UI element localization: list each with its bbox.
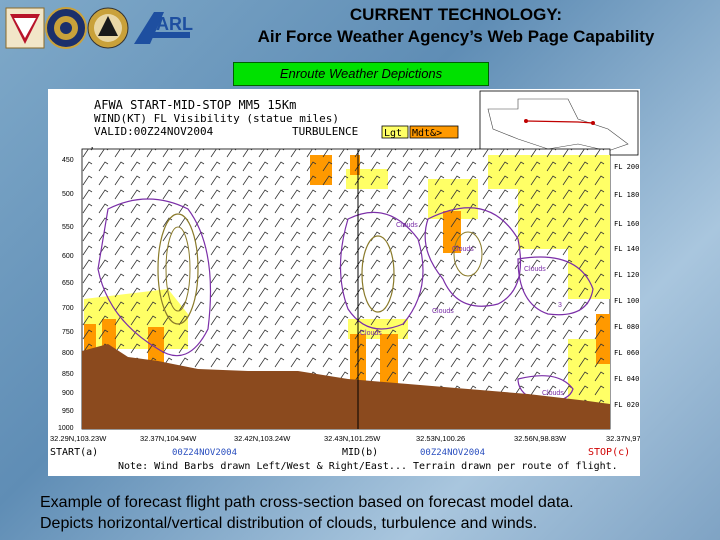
pressure-label: 900 [62, 390, 74, 397]
flight-level-axis: FL 200 FL 180 FL 160 FL 140 FL 120 FL 10… [614, 163, 639, 409]
pressure-label: 550 [62, 224, 74, 231]
cloud-label: Clouds [542, 390, 564, 397]
cloud-label: Clouds [396, 222, 418, 229]
pressure-label: 700 [62, 305, 74, 312]
turb-light-label: Lgt [384, 128, 402, 139]
cloud-contour [97, 198, 212, 357]
air-force-seal-icon [87, 7, 129, 49]
pressure-label: 800 [62, 350, 74, 357]
cloud-contour [424, 207, 522, 307]
plot-area [81, 148, 611, 430]
flight-level-label: FL 140 [614, 245, 639, 253]
chart-header-3: VALID:00Z24NOV2004 [94, 125, 214, 138]
title-line-1: CURRENT TECHNOLOGY: [349, 5, 563, 24]
position-label: 32.29N,103.23W [50, 434, 107, 443]
cross-section-chart: AFWA START-MID-STOP MM5 15Km WIND(KT) FL… [48, 89, 640, 476]
visibility-contour [157, 213, 199, 325]
pressure-label: 500 [62, 191, 74, 198]
slide-caption: Example of forecast flight path cross-se… [40, 492, 710, 534]
turb-light-swatch [381, 125, 409, 139]
pressure-label: 950 [62, 408, 74, 415]
chart-header-1: AFWA START-MID-STOP MM5 15Km [94, 98, 296, 112]
flight-level-label: FL 100 [614, 297, 639, 305]
start-label: START(a) [50, 447, 98, 458]
flight-level-label: FL 040 [614, 375, 639, 383]
visibility-contour [453, 231, 483, 277]
turb-moderate-label: Mdt&> [412, 128, 442, 139]
pressure-label: 450 [62, 157, 74, 164]
pressure-axis: 450 500 550 600 650 700 750 800 850 900 … [58, 157, 74, 432]
flight-level-label: FL 020 [614, 401, 639, 409]
turbulence-label: TURBULENCE [292, 125, 358, 138]
section-label: Enroute Weather Depictions [233, 62, 489, 86]
army-seal-icon [5, 7, 45, 49]
chart-header-2: WIND(KT) FL Visibility (statue miles) [94, 112, 339, 125]
cloud-label: Clouds [524, 266, 546, 273]
pressure-label: 850 [62, 371, 74, 378]
stop-label: STOP(c) [588, 447, 630, 458]
flight-level-label: FL 080 [614, 323, 639, 331]
position-label: 32.56N,98.83W [514, 434, 567, 443]
visibility-contour [165, 226, 191, 312]
flight-level-label: FL 180 [614, 191, 639, 199]
cloud-contour [517, 256, 594, 316]
flight-level-label: FL 200 [614, 163, 639, 171]
navy-seal-icon [45, 7, 87, 49]
caption-line-2: Depicts horizontal/vertical distribution… [40, 515, 538, 532]
position-label: 32.53N,100.26 [416, 434, 465, 443]
slide-title: CURRENT TECHNOLOGY: Air Force Weather Ag… [196, 4, 716, 48]
route-inset-map [479, 90, 639, 156]
chart-note: Note: Wind Barbs drawn Left/West & Right… [118, 461, 618, 472]
pressure-label: 600 [62, 253, 74, 260]
terrain-profile [82, 344, 610, 429]
position-label: 32.43N,101.25W [324, 434, 381, 443]
pressure-label: 650 [62, 280, 74, 287]
pressure-label: 750 [62, 329, 74, 336]
cloud-label: Clouds [452, 246, 474, 253]
svg-text:ARL: ARL [156, 14, 193, 34]
contour-value: 3 [558, 302, 562, 309]
route-positions: 32.29N,103.23W 32.37N,104.94W 32.42N,103… [50, 434, 640, 443]
agency-logos: ARL [5, 7, 193, 49]
position-label: 32.37N,97.3W [606, 434, 640, 443]
start-time: 00Z24NOV2004 [172, 448, 237, 458]
flight-level-label: FL 160 [614, 220, 639, 228]
mid-label: MID(b) [342, 447, 378, 458]
cloud-label: Clouds [432, 308, 454, 315]
cloud-contour [339, 211, 424, 330]
title-line-2: Air Force Weather Agency’s Web Page Capa… [257, 27, 655, 46]
position-label: 32.37N,104.94W [140, 434, 197, 443]
flight-level-label: FL 120 [614, 271, 639, 279]
turb-moderate-swatch [409, 125, 459, 139]
mid-time: 00Z24NOV2004 [420, 448, 485, 458]
caption-line-1: Example of forecast flight path cross-se… [40, 494, 574, 511]
pressure-label: 1000 [58, 425, 74, 432]
arl-logo-icon: ARL [134, 12, 193, 44]
flight-level-label: FL 060 [614, 349, 639, 357]
position-label: 32.42N,103.24W [234, 434, 291, 443]
cloud-label: Clouds [360, 330, 382, 337]
visibility-contour [361, 235, 395, 313]
